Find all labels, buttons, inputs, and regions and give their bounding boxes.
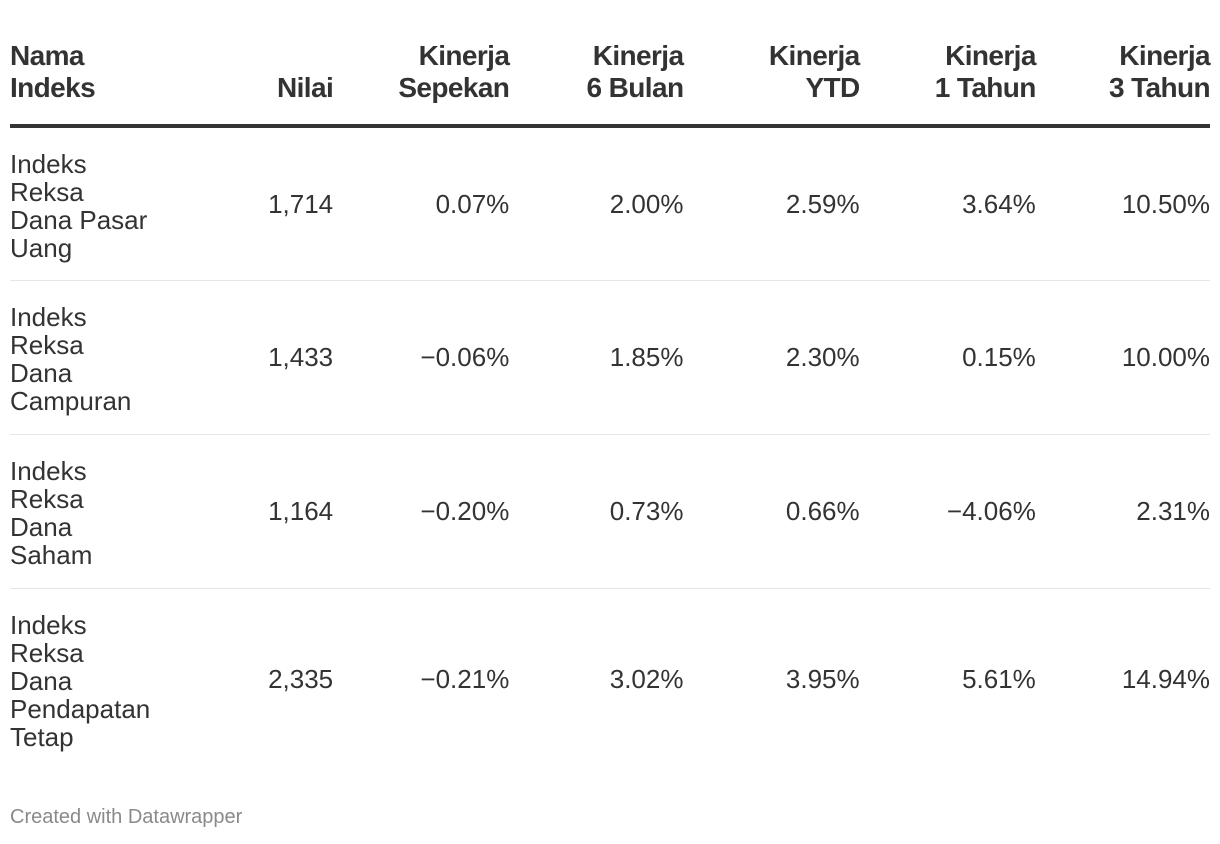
index-name-line: Uang <box>10 232 73 263</box>
index-name-line: Saham <box>10 540 93 570</box>
index-name-line: Dana <box>10 512 73 542</box>
kinerja-ytd-cell: 2.59% <box>683 126 860 281</box>
kinerja-1-tahun-cell: −4.06% <box>859 434 1036 589</box>
header-line: Kinerja <box>418 40 510 71</box>
column-header-nilai[interactable]: Nilai <box>191 0 334 128</box>
column-header-kinerja-3-tahun[interactable]: Kinerja 3 Tahun <box>1035 0 1211 128</box>
table-row: Indeks Reksa Dana Pasar Uang 1,714 0.07%… <box>10 126 1210 281</box>
header-line: Sepekan <box>398 72 510 103</box>
nilai-cell: 1,164 <box>191 434 334 589</box>
index-name-line: Reksa <box>10 176 84 207</box>
kinerja-ytd-cell: 2.30% <box>683 280 860 435</box>
kinerja-ytd-cell: 0.66% <box>683 434 860 589</box>
table-row: Indeks Reksa Dana Pendapatan Tetap 2,335… <box>10 588 1210 770</box>
index-name-line: Reksa <box>10 638 84 669</box>
kinerja-3-tahun-cell: 14.94% <box>1121 664 1210 695</box>
index-name-line: Pendapatan <box>10 694 151 725</box>
index-name-line: Indeks <box>10 456 87 486</box>
index-name-line: Reksa <box>10 330 84 360</box>
index-name-line: Indeks <box>10 610 87 641</box>
kinerja-ytd-cell: 3.95% <box>785 664 860 695</box>
header-line: YTD <box>805 72 860 103</box>
datawrapper-credit-link[interactable]: Created with Datawrapper <box>10 806 243 828</box>
kinerja-6-bulan-cell: 0.73% <box>509 434 684 589</box>
header-line: Kinerja <box>945 40 1036 71</box>
header-line: Nilai <box>277 72 334 103</box>
index-name-line: Indeks <box>10 302 87 332</box>
header-line: 3 Tahun <box>1108 72 1211 103</box>
column-header-kinerja-sepekan[interactable]: Kinerja Sepekan <box>333 0 510 128</box>
header-line: 1 Tahun <box>934 72 1037 103</box>
index-name-cell: Indeks Reksa Dana Saham <box>10 434 192 589</box>
kinerja-sepekan-cell: −0.20% <box>333 434 510 589</box>
column-header-nama-indeks[interactable]: Nama Indeks <box>10 0 192 128</box>
index-performance-table: Nama Indeks Nilai Kinerja Sepekan Kinerj… <box>10 0 1211 770</box>
kinerja-sepekan-cell: −0.21% <box>420 664 510 695</box>
data-table-container: Nama Indeks Nilai Kinerja Sepekan Kinerj… <box>10 0 1211 770</box>
table-header-row: Nama Indeks Nilai Kinerja Sepekan Kinerj… <box>10 0 1211 128</box>
kinerja-sepekan-cell: −0.06% <box>333 280 510 435</box>
index-name-line: Reksa <box>10 484 84 514</box>
header-line: Kinerja <box>592 40 684 71</box>
kinerja-1-tahun-cell: 3.64% <box>859 126 1036 281</box>
index-name-cell: Indeks Reksa Dana Campuran <box>10 280 192 435</box>
header-line: Kinerja <box>768 40 860 71</box>
index-name-line: Indeks <box>10 148 87 179</box>
kinerja-6-bulan-cell: 3.02% <box>609 664 684 695</box>
nilai-cell: 1,714 <box>191 126 334 281</box>
index-name-line: Dana Pasar <box>10 204 148 235</box>
kinerja-3-tahun-cell: 10.50% <box>1035 126 1210 281</box>
header-line: Indeks <box>10 72 96 103</box>
kinerja-1-tahun-cell: 0.15% <box>859 280 1036 435</box>
kinerja-3-tahun-cell: 2.31% <box>1035 434 1210 589</box>
index-name-line: Campuran <box>10 386 132 416</box>
index-name-line: Dana <box>10 358 73 388</box>
header-line: Nama <box>10 40 84 71</box>
table-row: Indeks Reksa Dana Campuran 1,433 −0.06% … <box>10 280 1210 435</box>
column-header-kinerja-ytd[interactable]: Kinerja YTD <box>683 0 860 128</box>
column-header-kinerja-6-bulan[interactable]: Kinerja 6 Bulan <box>509 0 685 128</box>
nilai-cell: 1,433 <box>191 280 334 435</box>
kinerja-sepekan-cell: 0.07% <box>333 126 510 281</box>
kinerja-3-tahun-cell: 10.00% <box>1035 280 1210 435</box>
kinerja-6-bulan-cell: 1.85% <box>509 280 684 435</box>
index-name-cell: Indeks Reksa Dana Pendapatan Tetap <box>10 588 191 770</box>
kinerja-6-bulan-cell: 2.00% <box>509 126 684 281</box>
header-line: 6 Bulan <box>586 72 685 103</box>
index-name-line: Dana <box>10 666 73 697</box>
kinerja-1-tahun-cell: 5.61% <box>962 664 1036 695</box>
column-header-kinerja-1-tahun[interactable]: Kinerja 1 Tahun <box>859 0 1037 128</box>
index-name-line: Tetap <box>10 722 74 753</box>
table-row: Indeks Reksa Dana Saham 1,164 −0.20% 0.7… <box>10 434 1210 589</box>
nilai-cell: 2,335 <box>268 664 334 695</box>
header-line: Kinerja <box>1119 40 1210 71</box>
index-name-cell: Indeks Reksa Dana Pasar Uang <box>10 126 192 281</box>
